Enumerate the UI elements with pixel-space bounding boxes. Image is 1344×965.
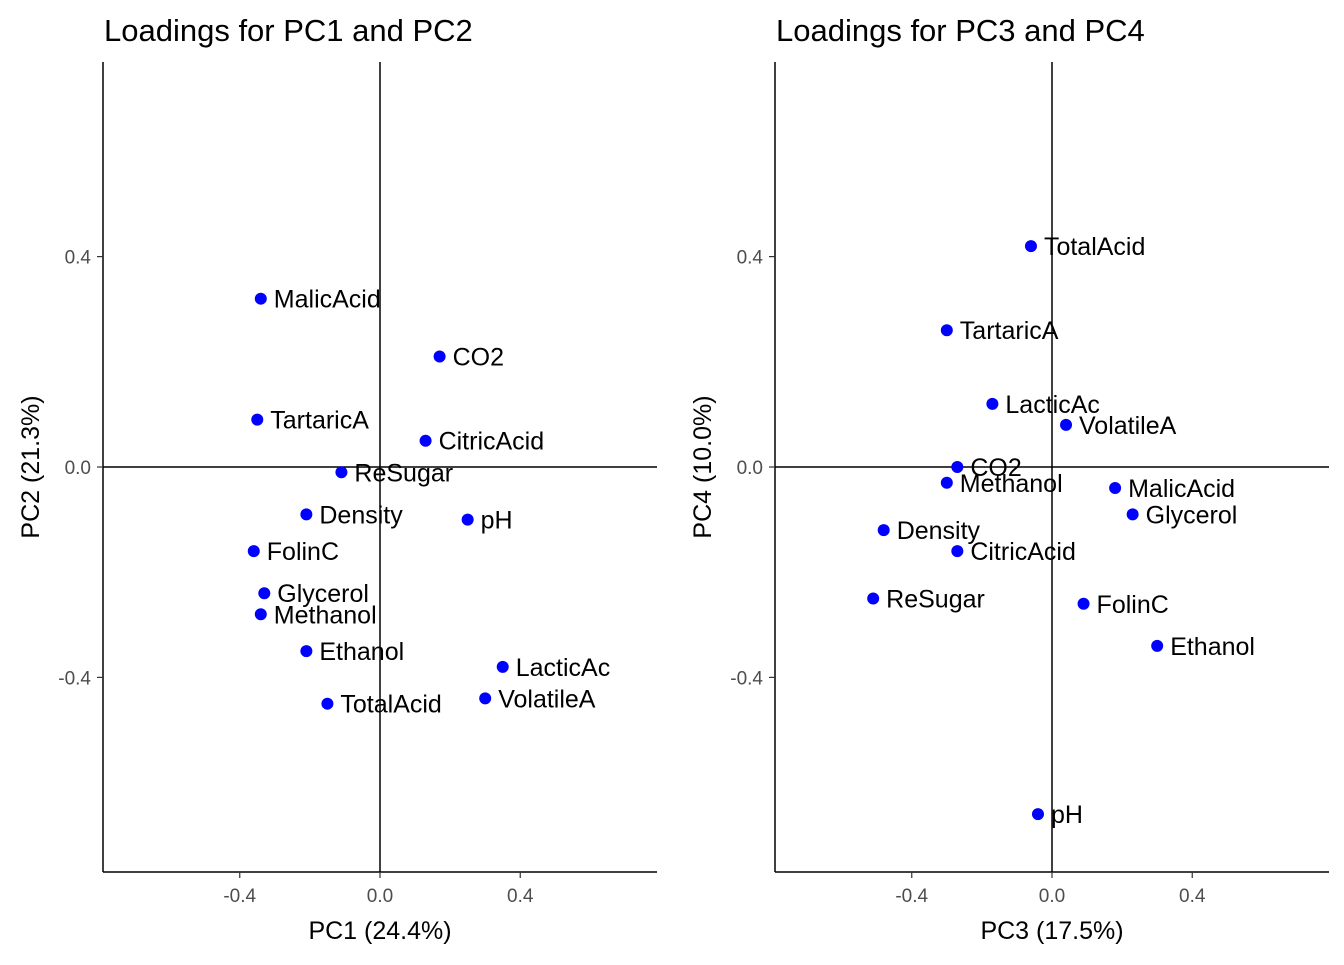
chart-panel-1: Loadings for PC1 and PC2 -0.4 0.0 0.4 -0.4 0.… (17, 13, 657, 945)
y-tick-label: 0.0 (737, 458, 763, 479)
point-label: CitricAcid (970, 538, 1076, 566)
data-point (940, 476, 953, 489)
x-tick-label: -0.4 (223, 886, 256, 907)
data-point (940, 324, 953, 337)
y-tick-label: 0.4 (737, 248, 764, 269)
data-point (479, 692, 492, 705)
data-point (986, 397, 999, 410)
point-label: ReSugar (354, 459, 453, 487)
y-axis-title: PC2 (21.3%) (17, 395, 45, 538)
point-label: Density (897, 517, 981, 545)
point-label: Glycerol (1146, 501, 1238, 529)
x-tick-label: 0.0 (1039, 886, 1065, 907)
data-point (335, 466, 348, 479)
x-axis-title: PC3 (17.5%) (980, 917, 1123, 945)
point-label: TotalAcid (1044, 233, 1145, 261)
y-axis-title: PC4 (10.0%) (689, 395, 717, 538)
data-point (951, 461, 964, 473)
point-label: Methanol (960, 470, 1063, 498)
data-point (1126, 508, 1139, 521)
data-point (300, 508, 313, 521)
x-tick-label: -0.4 (895, 886, 928, 907)
data-point (867, 592, 880, 605)
point-label: TartaricA (960, 317, 1059, 345)
y-tick-label: -0.4 (730, 668, 763, 689)
point-label: LacticAc (1005, 391, 1099, 419)
data-point (254, 608, 267, 621)
point-label: Ethanol (1170, 633, 1255, 661)
point-label: MalicAcid (1128, 475, 1235, 503)
point-label: CO2 (453, 344, 504, 372)
data-point (433, 350, 446, 363)
data-point (1031, 808, 1044, 821)
point-label: Ethanol (319, 638, 404, 666)
point-label: pH (481, 507, 513, 535)
data-point (1077, 597, 1090, 610)
data-point (321, 697, 334, 710)
x-tick-label: 0.4 (1179, 886, 1206, 907)
chart-panel-2: Loadings for PC3 and PC4 -0.4 0.0 0.4 -0.4 0.… (689, 13, 1329, 945)
point-label: VolatileA (1079, 412, 1177, 440)
point-label: TartaricA (270, 407, 369, 435)
y-tick-label: 0.0 (65, 458, 91, 479)
point-label: Glycerol (277, 580, 369, 608)
point-label: LacticAc (516, 654, 610, 682)
chart-title: Loadings for PC3 and PC4 (776, 13, 1145, 48)
data-point (258, 587, 271, 600)
y-tick-label: -0.4 (58, 668, 91, 689)
data-point (254, 292, 267, 305)
point-label: FolinC (267, 538, 339, 566)
point-label: ReSugar (886, 585, 985, 613)
point-label: TotalAcid (340, 691, 441, 719)
x-axis-title: PC1 (24.4%) (308, 917, 451, 945)
x-tick-label: 0.4 (507, 886, 534, 907)
data-point (496, 660, 509, 673)
data-point (1024, 240, 1037, 253)
chart-title: Loadings for PC1 and PC2 (104, 13, 473, 48)
data-point (1109, 482, 1122, 495)
point-label: VolatileA (498, 685, 596, 713)
point-label: CitricAcid (439, 428, 545, 456)
point-label: FolinC (1097, 591, 1169, 619)
data-point (461, 513, 474, 526)
y-tick-label: 0.4 (65, 248, 92, 269)
data-point (951, 545, 964, 558)
point-label: Methanol (274, 601, 377, 629)
point-label: CO2 (970, 454, 1021, 482)
point-label: MalicAcid (274, 286, 381, 314)
data-point (247, 545, 260, 558)
data-point (1151, 639, 1164, 652)
data-point (877, 524, 890, 537)
data-point (419, 434, 432, 447)
x-tick-label: 0.0 (367, 886, 393, 907)
point-label: Density (319, 501, 403, 529)
data-point (251, 413, 264, 426)
data-point (1060, 418, 1073, 431)
data-point (300, 645, 313, 658)
point-label: pH (1051, 801, 1083, 829)
